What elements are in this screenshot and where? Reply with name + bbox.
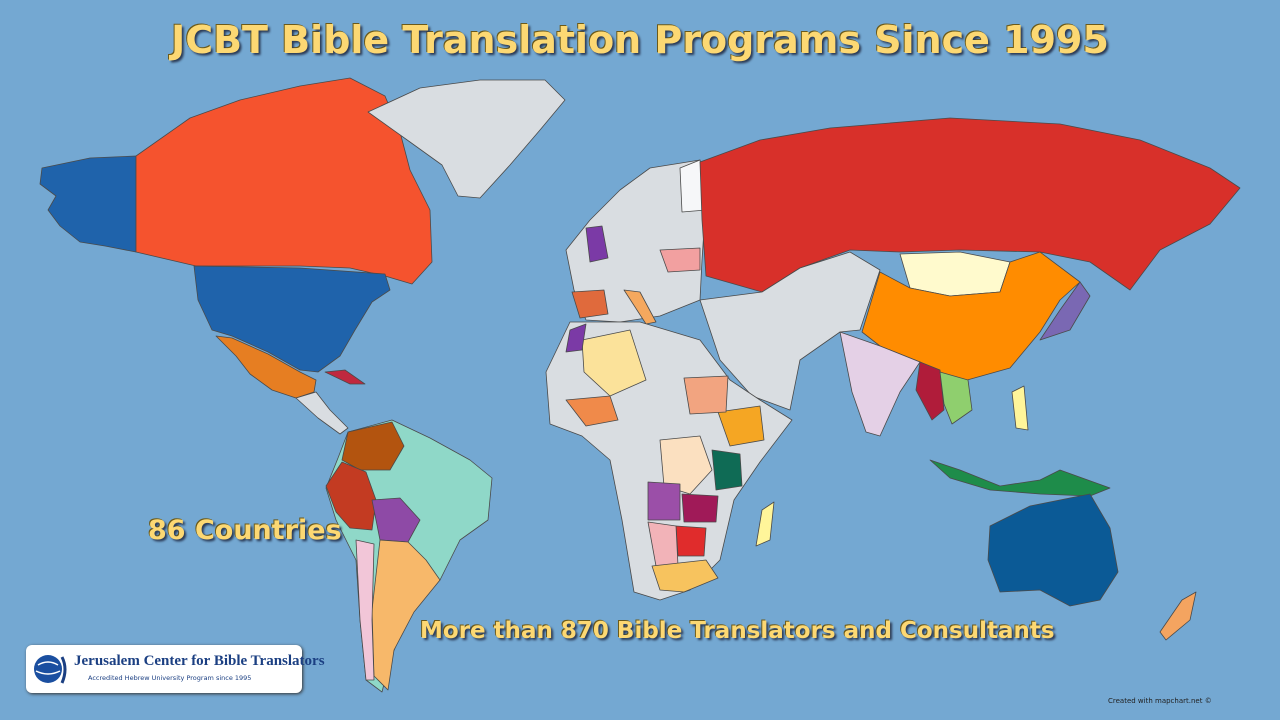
mexico [215,335,317,399]
angola [647,481,681,521]
chile [355,539,375,681]
peru [325,461,377,531]
credit: Created with mapchart.net © [1108,697,1212,705]
sudan [683,375,729,415]
colombia [341,421,405,471]
algeria [581,329,647,397]
drc [659,435,713,495]
uk [585,225,609,263]
ethiopia [717,405,765,447]
central-asia [699,251,881,411]
new-zealand [1159,591,1197,641]
tanzania [711,449,743,491]
south-africa [651,559,719,593]
greenland [367,79,566,199]
usa [193,265,391,373]
country-count: 86 Countries [148,515,342,546]
bolivia [371,497,421,543]
japan [1039,281,1091,341]
morocco [565,323,587,353]
australia [987,493,1119,607]
zimbabwe [675,525,707,557]
logo: Jerusalem Center for Bible Translators A… [26,645,325,693]
alaska [39,155,137,253]
central-america [295,391,349,435]
west-africa [565,395,619,427]
myanmar [915,361,945,421]
spain [571,289,609,319]
indochina [939,371,973,425]
map-title: JCBT Bible Translation Programs Since 19… [171,18,1109,62]
logo-name: Jerusalem Center for Bible Translators [74,653,325,669]
madagascar [755,501,775,547]
ukraine [659,247,701,273]
translator-count: More than 870 Bible Translators and Cons… [420,618,1055,644]
logo-globe [34,655,67,684]
indonesia [929,459,1111,497]
canada [135,77,433,285]
zambia [681,493,719,523]
india [839,331,921,437]
europe [565,159,707,323]
cuba [324,369,366,385]
philippines [1011,385,1029,431]
italy [623,289,657,325]
logo-subtitle: Accredited Hebrew University Program sin… [88,674,252,682]
